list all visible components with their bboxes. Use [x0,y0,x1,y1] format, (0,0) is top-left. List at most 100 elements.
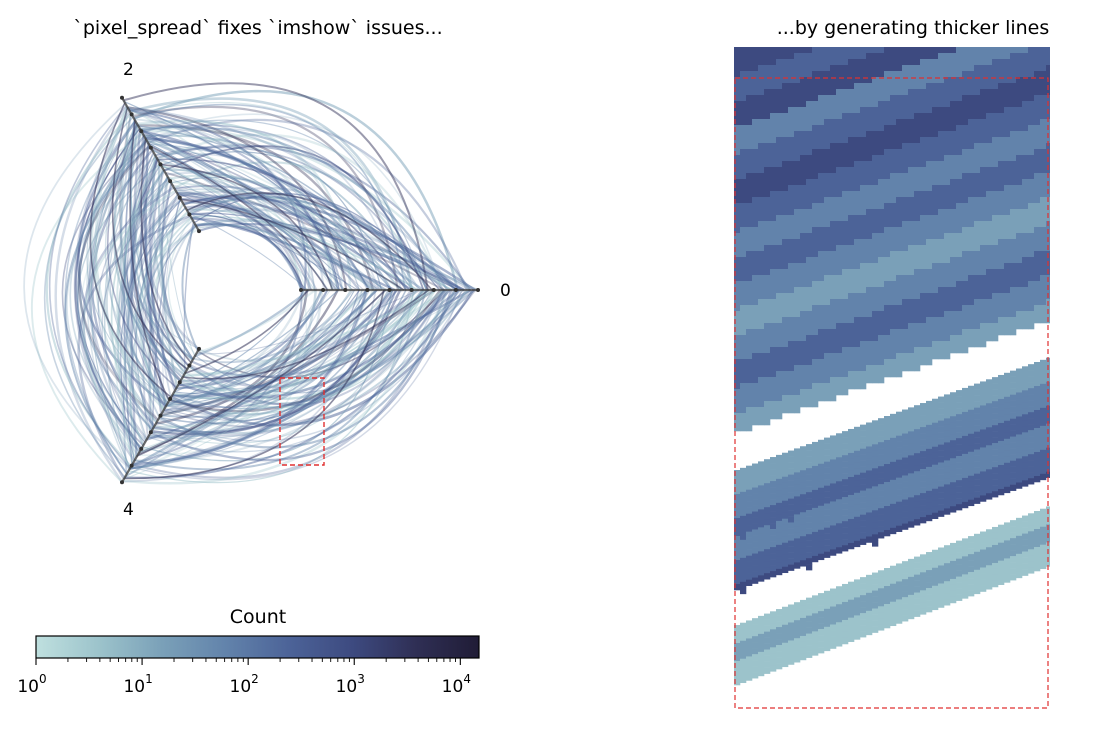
heatmap-cell [974,185,981,192]
heatmap-cell [1040,137,1047,144]
heatmap-cell [848,137,855,144]
heatmap-cell [842,77,849,84]
heatmap-cell [782,488,789,496]
heatmap-cell [968,131,975,138]
heatmap-cell [950,221,957,228]
heatmap-cell [914,507,921,514]
hive-edge [177,289,329,387]
heatmap-cell [758,485,765,492]
heatmap-cell [914,143,921,150]
hive-node [365,288,370,292]
heatmap-cell [920,475,927,482]
heatmap-cell [1004,414,1011,422]
heatmap-cell [950,506,957,513]
heatmap-cell [920,427,927,434]
heatmap-cell [884,323,891,330]
heatmap-cell [1004,47,1011,54]
heatmap-cell [884,107,891,114]
heatmap-cell [890,607,897,615]
heatmap-cell [932,125,939,132]
heatmap-cell [1004,203,1011,210]
heatmap-cell [770,269,777,276]
heatmap-cell [806,365,813,372]
hive-edge [172,289,426,400]
heatmap-cell [752,377,759,384]
heatmap-cell [830,531,837,538]
heatmap-cell [842,341,849,348]
heatmap-cell [914,173,921,180]
heatmap-cell [974,161,981,168]
heatmap-cell [986,59,993,66]
heatmap-cell [1016,59,1023,66]
heatmap-cell [776,95,783,102]
heatmap-cell [866,353,873,360]
heatmap-cell [974,167,981,174]
heatmap-cell [806,77,813,84]
heatmap-cell [848,365,855,372]
heatmap-cell [788,257,795,264]
heatmap-cell [752,77,759,84]
heatmap-cell [920,329,927,336]
heatmap-cell [1022,245,1029,252]
heatmap-cell [932,95,939,102]
heatmap-cell [950,392,957,399]
heatmap-cell [740,119,747,126]
heatmap-cell [968,548,975,555]
heatmap-cell [914,423,921,430]
heatmap-cell [1040,53,1047,60]
heatmap-cell [1004,522,1011,529]
heatmap-cell [950,191,957,198]
heatmap-cell [806,323,813,330]
heatmap-cell [956,191,963,198]
heatmap-cell [800,257,807,264]
heatmap-cell [938,601,945,608]
heatmap-cell [980,113,987,120]
heatmap-cell [1028,191,1035,198]
heatmap-cell [770,305,777,312]
heatmap-cell [950,251,957,258]
heatmap-cell [746,179,753,186]
heatmap-cell [992,221,999,228]
heatmap-cell [770,475,777,482]
heatmap-cell [1034,440,1041,447]
heatmap-cell [1034,107,1041,114]
heatmap-cell [770,149,777,156]
heatmap-cell [944,185,951,192]
heatmap-cell [884,149,891,156]
heatmap-cell [788,498,795,505]
heatmap-cell [1034,428,1041,435]
heatmap-cell [812,245,819,252]
heatmap-cell [890,71,897,78]
heatmap-cell [890,503,897,511]
heatmap-cell [1022,275,1029,282]
heatmap-cell [1004,432,1011,440]
heatmap-cell [740,479,747,487]
heatmap-cell [980,239,987,246]
hive-node [187,363,192,368]
heatmap-cell [944,191,951,198]
heatmap-cell [764,203,771,210]
heatmap-cell [1022,167,1029,174]
heatmap-cell [740,239,747,246]
heatmap-cell [992,251,999,258]
heatmap-cell [926,245,933,252]
heatmap-cell [836,622,843,629]
heatmap-cell [1016,440,1023,447]
heatmap-cell [1022,527,1029,534]
heatmap-cell [776,47,783,54]
heatmap-cell [848,263,855,270]
heatmap-cell [986,335,993,342]
heatmap-cell [1022,191,1029,198]
heatmap-cell [830,389,837,396]
heatmap-cell [962,347,969,354]
hive-edge [166,171,325,291]
heatmap-cell [836,281,843,288]
heatmap-cell [740,137,747,144]
heatmap-cell [800,191,807,198]
heatmap-cell [914,239,921,246]
heatmap-cell [854,371,861,378]
heatmap-cell [770,113,777,120]
heatmap-cell [1040,239,1047,246]
heatmap-cell [956,546,963,553]
heatmap-cell [1046,417,1050,424]
